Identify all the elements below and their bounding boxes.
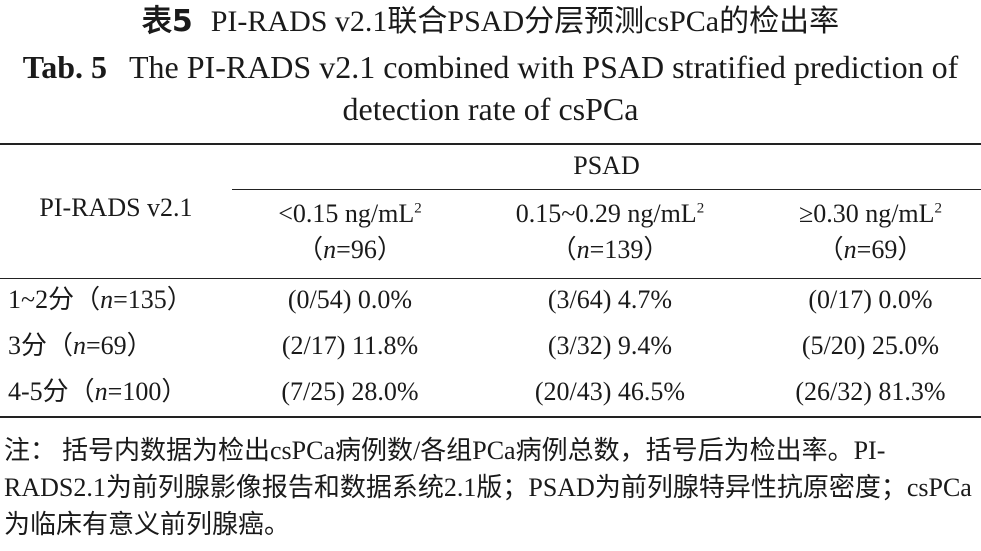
count-value: =96）	[336, 235, 403, 264]
unit-superscript: 2	[696, 200, 705, 217]
count-value: =69）	[856, 235, 924, 264]
table-bottom-rule	[0, 416, 981, 418]
table-cell: (3/64) 4.7%	[547, 285, 673, 314]
footnote-label: 注：	[4, 436, 57, 465]
table-cell: (26/32) 81.3%	[795, 377, 946, 406]
table-cell: (20/43) 46.5%	[534, 377, 686, 406]
count-variable: n	[576, 235, 590, 264]
row-label-prefix: 1~2分（	[8, 285, 101, 314]
table-number-chinese: 表5	[141, 4, 193, 39]
table-title-english: Tab. 5 The PI-RADS v2.1 combined with PSA…	[0, 46, 981, 130]
row-label: 1~2分（n=135）	[8, 284, 193, 316]
table-cell: (0/17) 0.0%	[808, 285, 933, 314]
table-title-english-text: The PI-RADS v2.1 combined with PSAD stra…	[128, 49, 959, 127]
row-label: 4-5分（n=100）	[8, 376, 187, 408]
row-label-prefix: 4-5分（	[8, 377, 95, 406]
column-header-count: （n=96）	[240, 234, 460, 266]
count-value: =139）	[589, 235, 670, 264]
row-label-prefix: 3分（	[8, 331, 74, 360]
row-label-variable: n	[100, 285, 114, 314]
column-header-range: 0.15~0.29 ng/mL2	[480, 198, 740, 230]
table-header-rule	[0, 278, 981, 279]
count-open: （	[297, 235, 324, 264]
unit-superscript: 2	[414, 200, 422, 217]
count-variable: n	[323, 235, 337, 264]
column-range-text: ≥0.30 ng/mL	[798, 199, 935, 228]
column-header-count: （n=69）	[760, 234, 981, 266]
row-label: 3分（n=69）	[8, 330, 153, 362]
group-header-psad: PSAD	[573, 151, 640, 180]
table-title-chinese: 表5 PI-RADS v2.1联合PSAD分层预测csPCa的检出率	[0, 2, 981, 42]
row-label-variable: n	[73, 331, 87, 360]
row-label-variable: n	[94, 377, 108, 406]
count-open: （	[817, 235, 844, 264]
psad-group-rule	[232, 189, 981, 190]
table-cell: (5/20) 25.0%	[801, 331, 940, 360]
row-label-count: =135）	[113, 285, 193, 314]
count-open: （	[550, 235, 577, 264]
row-label-count: =100）	[107, 377, 188, 406]
row-header-pi-rads: PI-RADS v2.1	[39, 193, 193, 222]
table-footnote: 注： 括号内数据为检出csPCa病例数/各组PCa病例总数，括号后为检出率。PI-…	[4, 432, 976, 543]
table-cell: (2/17) 11.8%	[281, 331, 419, 360]
count-variable: n	[843, 235, 857, 264]
column-header-range: <0.15 ng/mL2	[240, 198, 460, 230]
column-header-range: ≥0.30 ng/mL2	[760, 198, 981, 230]
column-header-count: （n=139）	[480, 234, 740, 266]
column-range-text: 0.15~0.29 ng/mL	[515, 199, 697, 228]
footnote-text: 括号内数据为检出csPCa病例数/各组PCa病例总数，括号后为检出率。PI-RA…	[4, 436, 972, 539]
row-label-count: =69）	[86, 331, 153, 360]
table-number-english: Tab. 5	[22, 49, 107, 85]
unit-superscript: 2	[934, 200, 943, 217]
table-title-chinese-text: PI-RADS v2.1联合PSAD分层预测csPCa的检出率	[210, 5, 840, 38]
column-range-text: <0.15 ng/mL	[278, 199, 415, 228]
table-cell: (7/25) 28.0%	[281, 377, 419, 406]
table-cell: (0/54) 0.0%	[287, 285, 413, 314]
table-cell: (3/32) 9.4%	[547, 331, 673, 360]
table-top-rule	[0, 143, 981, 145]
